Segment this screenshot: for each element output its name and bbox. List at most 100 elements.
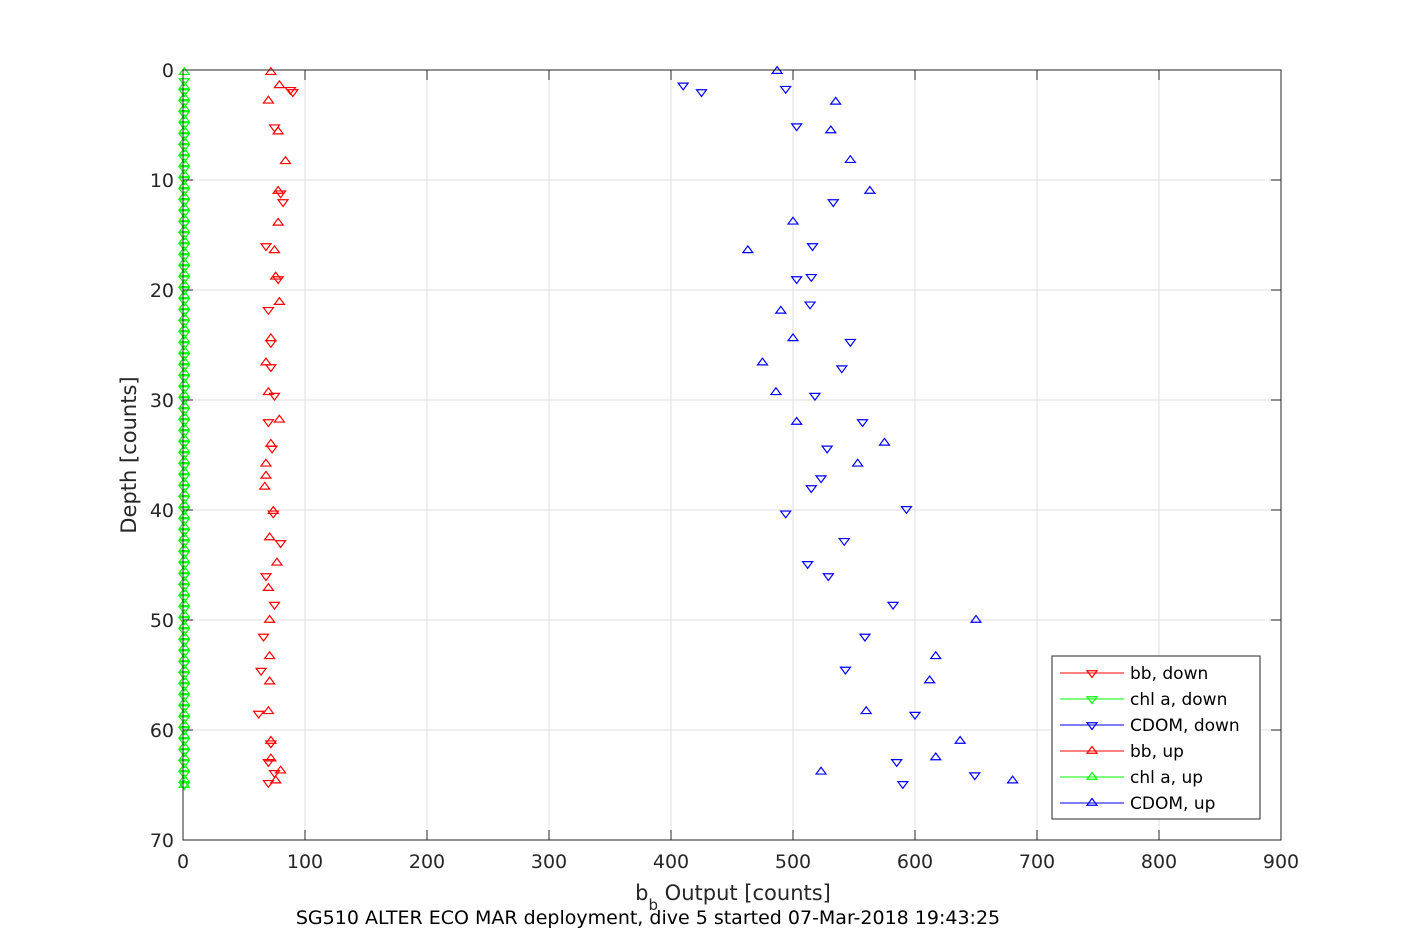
data-point <box>178 135 191 145</box>
data-point <box>178 716 191 725</box>
data-point <box>264 438 278 447</box>
data-point <box>178 454 191 464</box>
data-point <box>178 102 191 112</box>
data-point <box>178 144 191 153</box>
data-point <box>827 199 840 208</box>
data-point <box>178 245 191 255</box>
chart-caption: SG510 ALTER ECO MAR deployment, dive 5 s… <box>296 907 1000 929</box>
data-point <box>178 157 191 167</box>
data-point <box>178 674 191 684</box>
data-point <box>273 296 286 305</box>
data-point <box>178 399 191 409</box>
data-point <box>178 234 191 244</box>
data-point <box>178 738 191 747</box>
data-point <box>268 392 281 402</box>
data-point <box>264 332 278 342</box>
data-point <box>790 123 803 132</box>
data-point <box>178 608 191 618</box>
data-point <box>178 729 191 739</box>
legend-entry: CDOM, down <box>1060 716 1240 736</box>
data-point <box>178 111 191 120</box>
y-tick-label: 10 <box>150 170 174 192</box>
data-point <box>178 773 191 783</box>
data-point <box>259 357 273 366</box>
data-point <box>808 392 822 402</box>
data-point <box>178 212 191 222</box>
data-point <box>790 276 803 285</box>
legend-marker <box>1085 797 1099 806</box>
data-point <box>178 366 191 376</box>
data-point <box>178 760 191 769</box>
data-point <box>178 331 191 340</box>
x-tick-label: 900 <box>1263 851 1299 873</box>
data-point <box>178 188 191 197</box>
data-point <box>178 113 191 123</box>
data-point <box>274 765 287 774</box>
legend: bb, down chl a, down CDOM, down bb, up chl a… <box>1051 655 1261 820</box>
data-point <box>178 155 191 164</box>
data-point <box>178 397 191 406</box>
data-point <box>806 243 819 252</box>
data-point <box>267 510 280 519</box>
data-point <box>178 595 191 604</box>
data-point <box>178 652 191 662</box>
legend-box <box>1051 655 1261 820</box>
data-point <box>178 66 191 76</box>
series-cdom-down <box>677 82 981 790</box>
data-point <box>178 476 191 486</box>
data-point <box>178 232 191 241</box>
data-point <box>178 256 191 266</box>
data-point <box>953 735 967 744</box>
data-point <box>178 573 191 582</box>
data-point <box>178 782 191 791</box>
data-point <box>929 751 942 761</box>
data-point <box>178 221 191 230</box>
data-point <box>178 531 191 541</box>
data-point <box>178 386 191 395</box>
data-point <box>786 332 800 342</box>
y-tick-label: 70 <box>150 830 174 852</box>
data-point <box>178 683 191 692</box>
data-point <box>178 496 191 505</box>
series-chl-a-down <box>178 78 191 791</box>
data-point <box>178 276 191 285</box>
x-tick-label: 800 <box>1141 851 1177 873</box>
data-point <box>262 386 275 396</box>
data-point <box>786 216 800 225</box>
data-point <box>829 96 842 105</box>
data-point <box>274 540 287 549</box>
axis-ticks: 0 100 200 300 400 500 600 700 800 900 0 10 20 30 40 50 6… <box>150 60 1299 873</box>
data-point <box>262 306 275 316</box>
data-point <box>178 168 191 178</box>
data-point <box>270 557 284 566</box>
data-point <box>178 639 191 648</box>
data-point <box>741 244 755 254</box>
data-point <box>178 377 191 387</box>
data-point <box>178 122 191 131</box>
data-point <box>178 650 191 659</box>
data-point <box>178 630 191 640</box>
data-point <box>178 474 191 483</box>
data-point <box>178 223 191 233</box>
data-point <box>178 364 191 373</box>
data-point <box>968 772 981 781</box>
data-point <box>178 388 191 398</box>
x-tick-label: 300 <box>531 851 567 873</box>
data-point <box>838 537 851 547</box>
x-axis-label: bb Output [counts] <box>635 881 831 914</box>
data-point <box>178 507 191 516</box>
data-point <box>900 506 913 515</box>
data-point <box>779 510 792 519</box>
data-point <box>908 711 922 721</box>
data-point <box>271 185 285 194</box>
data-point <box>178 430 191 439</box>
legend-label: CDOM, down <box>1130 716 1240 736</box>
data-point <box>178 80 191 90</box>
data-point <box>264 66 278 76</box>
data-point <box>923 674 936 684</box>
data-point <box>756 357 769 366</box>
legend-label: bb, up <box>1130 742 1184 762</box>
data-point <box>886 601 900 611</box>
data-point <box>178 463 191 472</box>
